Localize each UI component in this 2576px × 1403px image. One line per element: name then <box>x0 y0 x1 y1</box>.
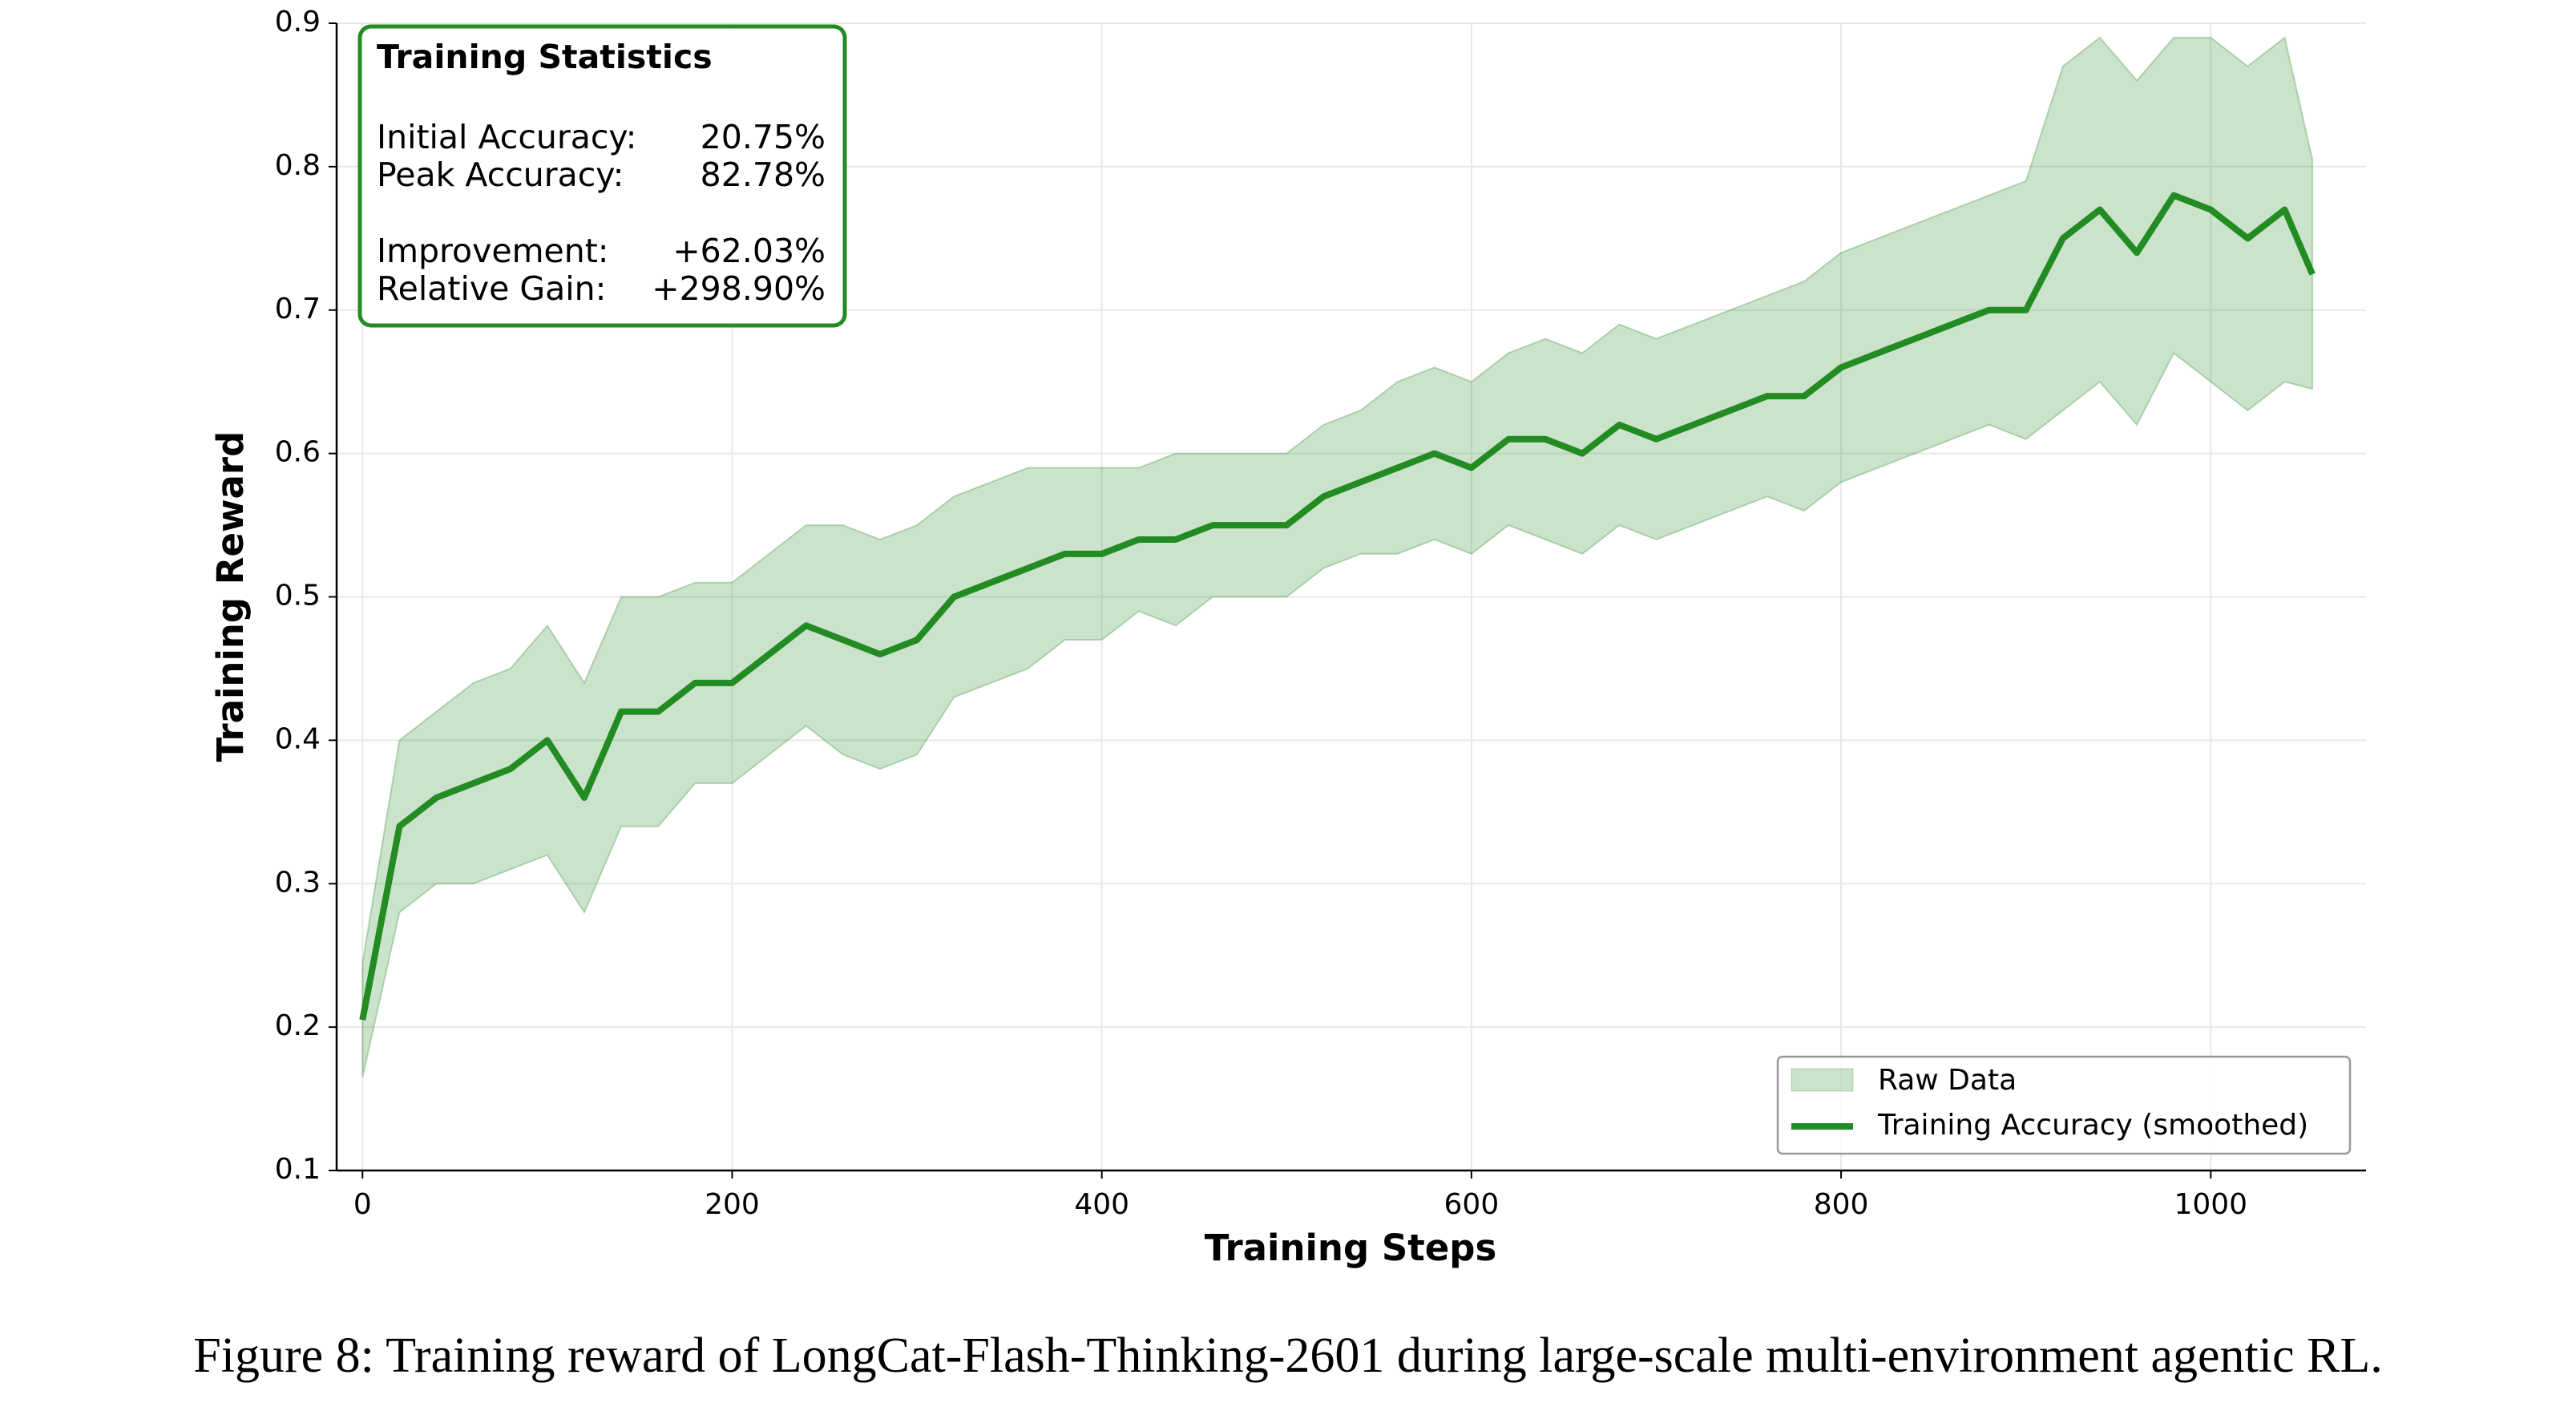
y-tick-label: 0.9 <box>275 6 321 38</box>
y-tick-label: 0.3 <box>275 866 321 899</box>
legend-swatch <box>1791 1068 1854 1092</box>
stat-label: Peak Accuracy: <box>377 156 624 194</box>
stat-value: 82.78% <box>701 156 826 194</box>
x-axis-label: Training Steps <box>1205 1227 1497 1269</box>
y-axis-label: Training Reward <box>209 431 252 762</box>
y-tick-label: 0.1 <box>275 1153 321 1186</box>
stats-box <box>357 24 847 328</box>
x-tick-label: 800 <box>1814 1188 1869 1221</box>
stats-title: Training Statistics <box>377 38 713 76</box>
x-tick-label: 1000 <box>2174 1188 2247 1221</box>
stat-label: Relative Gain: <box>377 269 606 308</box>
stat-value: +62.03% <box>672 232 826 270</box>
y-tick-label: 0.5 <box>275 580 321 613</box>
stat-label: Initial Accuracy: <box>377 118 637 156</box>
legend-label: Raw Data <box>1878 1064 2017 1097</box>
legend-label: Training Accuracy (smoothed) <box>1877 1109 2308 1142</box>
stat-label: Improvement: <box>377 232 609 270</box>
y-tick-label: 0.4 <box>275 722 321 755</box>
stat-value: 20.75% <box>701 118 826 156</box>
y-tick-label: 0.6 <box>275 436 321 469</box>
raw-band <box>361 36 2314 1078</box>
x-tick-label: 400 <box>1074 1188 1129 1221</box>
smoothed-line <box>359 192 2316 1021</box>
x-tick-label: 200 <box>705 1188 760 1221</box>
caption: Figure 8: Training reward of LongCat-Fla… <box>193 1328 2382 1383</box>
x-tick-label: 600 <box>1444 1188 1500 1221</box>
stat-value: +298.90% <box>652 269 826 308</box>
x-tick-label: 0 <box>353 1188 372 1221</box>
legend-box <box>1776 1055 2352 1155</box>
y-tick-label: 0.7 <box>275 293 321 325</box>
y-tick-label: 0.8 <box>275 149 321 182</box>
y-tick-label: 0.2 <box>275 1009 321 1042</box>
